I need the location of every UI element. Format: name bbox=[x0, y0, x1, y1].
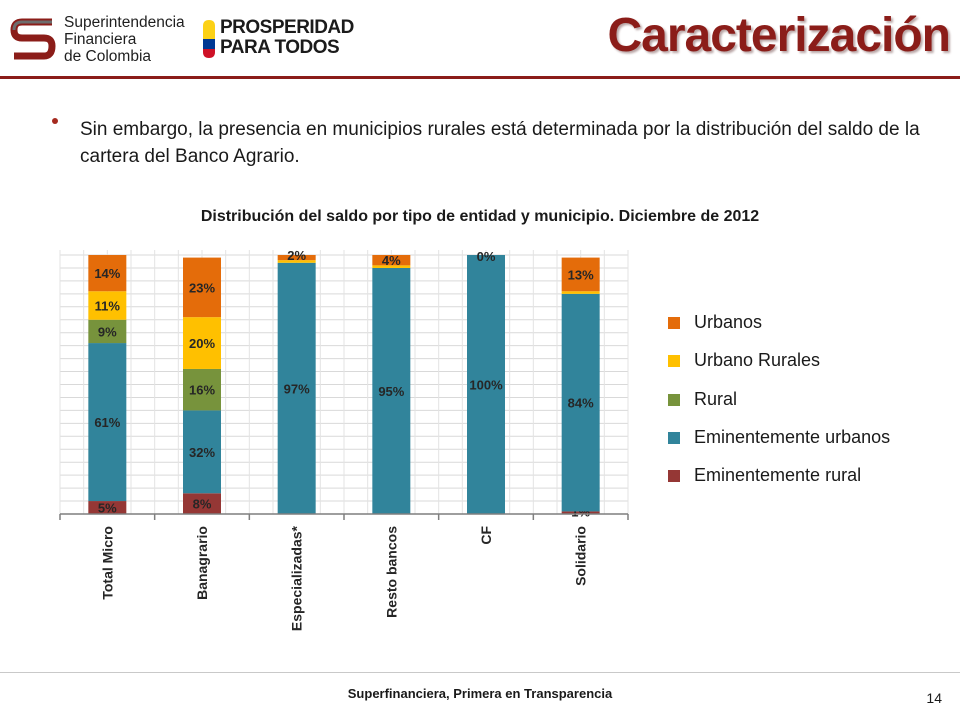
data-label: 11% bbox=[95, 299, 121, 314]
legend-item-eminentemente-rural: Eminentemente rural bbox=[668, 465, 948, 491]
bar-segment bbox=[88, 255, 127, 292]
legend-swatch-eminentemente-rural bbox=[668, 470, 680, 482]
bar-segment bbox=[183, 257, 221, 318]
bar-segment bbox=[88, 291, 127, 320]
bar-segment bbox=[561, 511, 600, 514]
data-label: 32% bbox=[189, 445, 215, 460]
data-label: 2% bbox=[287, 248, 306, 263]
category-label: Total Micro bbox=[99, 526, 115, 600]
sfc-line-3: de Colombia bbox=[64, 48, 152, 65]
data-label: 84% bbox=[568, 396, 594, 411]
legend-label-eminentemente-rural: Eminentemente rural bbox=[694, 465, 862, 485]
bar-segment bbox=[372, 267, 411, 514]
data-label: 20% bbox=[189, 336, 215, 351]
bar-segment bbox=[467, 255, 505, 514]
data-label: 8% bbox=[193, 497, 212, 512]
bullet-icon bbox=[52, 118, 58, 124]
page-title: Caracterización bbox=[607, 9, 951, 62]
category-label: Resto bancos bbox=[383, 526, 399, 618]
data-label: 14% bbox=[94, 266, 120, 281]
legend-label-eminentemente-urbanos: Eminentemente urbanos bbox=[694, 427, 891, 447]
bar-segment bbox=[88, 343, 127, 502]
prosperidad-line-1: PROSPERIDAD bbox=[220, 17, 354, 38]
bar-segment bbox=[561, 291, 600, 294]
legend-item-urbanos: Urbanos bbox=[668, 312, 948, 338]
superintendencia-logo: Superintendencia Financiera de Colombia bbox=[8, 12, 185, 66]
prosperidad-logo-text: PROSPERIDAD PARA TODOS bbox=[220, 18, 354, 58]
data-label: 61% bbox=[94, 415, 120, 430]
legend-label-urbanos: Urbanos bbox=[694, 312, 763, 332]
legend-label-urbano-rurales: Urbano Rurales bbox=[694, 350, 821, 370]
footer-divider bbox=[0, 672, 960, 673]
data-label: 9% bbox=[98, 324, 117, 339]
bar-segment bbox=[372, 265, 411, 268]
data-label: 4% bbox=[382, 253, 401, 268]
data-label: 95% bbox=[378, 384, 404, 399]
bar-segment bbox=[277, 262, 316, 514]
page-number: 14 bbox=[926, 690, 942, 706]
bar-segment bbox=[183, 317, 221, 369]
data-label: 5% bbox=[98, 501, 117, 516]
data-label: 97% bbox=[284, 381, 310, 396]
data-label: 23% bbox=[189, 280, 215, 295]
category-label: CF bbox=[478, 526, 494, 545]
bullet-text: Sin embargo, la presencia en municipios … bbox=[80, 119, 920, 167]
bar-segment bbox=[561, 257, 600, 292]
prosperidad-line-2: PARA TODOS bbox=[220, 37, 340, 58]
legend-item-urbano-rurales: Urbano Rurales bbox=[668, 350, 948, 376]
bar-segment bbox=[372, 255, 411, 266]
legend-swatch-urbano-rurales bbox=[668, 355, 680, 367]
superintendencia-s-icon bbox=[8, 14, 58, 64]
legend-swatch-urbanos bbox=[668, 317, 680, 329]
data-label: 0% bbox=[477, 249, 496, 264]
legend-swatch-rural bbox=[668, 394, 680, 406]
bar-segment bbox=[183, 410, 221, 494]
bar-segment bbox=[183, 493, 221, 514]
category-label: Banagrario bbox=[194, 526, 210, 600]
bar-segment bbox=[183, 368, 221, 411]
chart-title: Distribución del saldo por tipo de entid… bbox=[200, 208, 760, 225]
bar-segment bbox=[88, 319, 127, 344]
data-label: 100% bbox=[469, 378, 503, 393]
category-label: Solidario bbox=[573, 526, 589, 586]
sfc-line-1: Superintendencia bbox=[64, 14, 185, 31]
legend-item-rural: Rural bbox=[668, 389, 948, 415]
data-label: 16% bbox=[189, 383, 215, 398]
data-label: 13% bbox=[568, 267, 594, 282]
superintendencia-logo-text: Superintendencia Financiera de Colombia bbox=[64, 14, 185, 65]
sfc-line-2: Financiera bbox=[64, 31, 137, 48]
legend-item-eminentemente-urbanos: Eminentemente urbanos bbox=[668, 427, 948, 453]
legend-label-rural: Rural bbox=[694, 389, 738, 409]
bar-segment bbox=[277, 255, 316, 261]
header-divider bbox=[0, 76, 960, 79]
colombia-flag-icon bbox=[203, 20, 215, 58]
prosperidad-logo: PROSPERIDAD PARA TODOS bbox=[203, 18, 354, 64]
legend-swatch-eminentemente-urbanos bbox=[668, 432, 680, 444]
bar-segment bbox=[88, 501, 127, 514]
category-label: Especializadas* bbox=[289, 525, 305, 631]
footer-text: Superfinanciera, Primera en Transparenci… bbox=[347, 686, 613, 701]
bar-segment bbox=[561, 293, 600, 512]
bar-segment bbox=[277, 260, 316, 263]
